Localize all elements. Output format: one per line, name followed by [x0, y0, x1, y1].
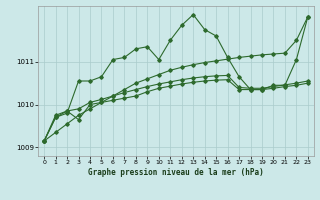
X-axis label: Graphe pression niveau de la mer (hPa): Graphe pression niveau de la mer (hPa)	[88, 168, 264, 177]
